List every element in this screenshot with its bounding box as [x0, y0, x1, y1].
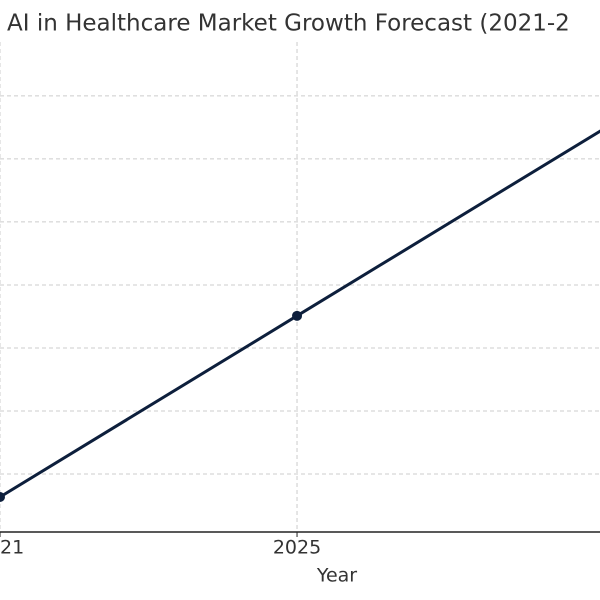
x-axis-label: Year — [316, 565, 357, 587]
chart-title: AI in Healthcare Market Growth Forecast … — [7, 11, 570, 37]
x-tick-label: 2021 — [0, 537, 24, 559]
point — [0, 492, 5, 503]
x-tick-label: 2025 — [273, 537, 321, 559]
point — [292, 310, 303, 321]
line-series — [0, 129, 600, 499]
